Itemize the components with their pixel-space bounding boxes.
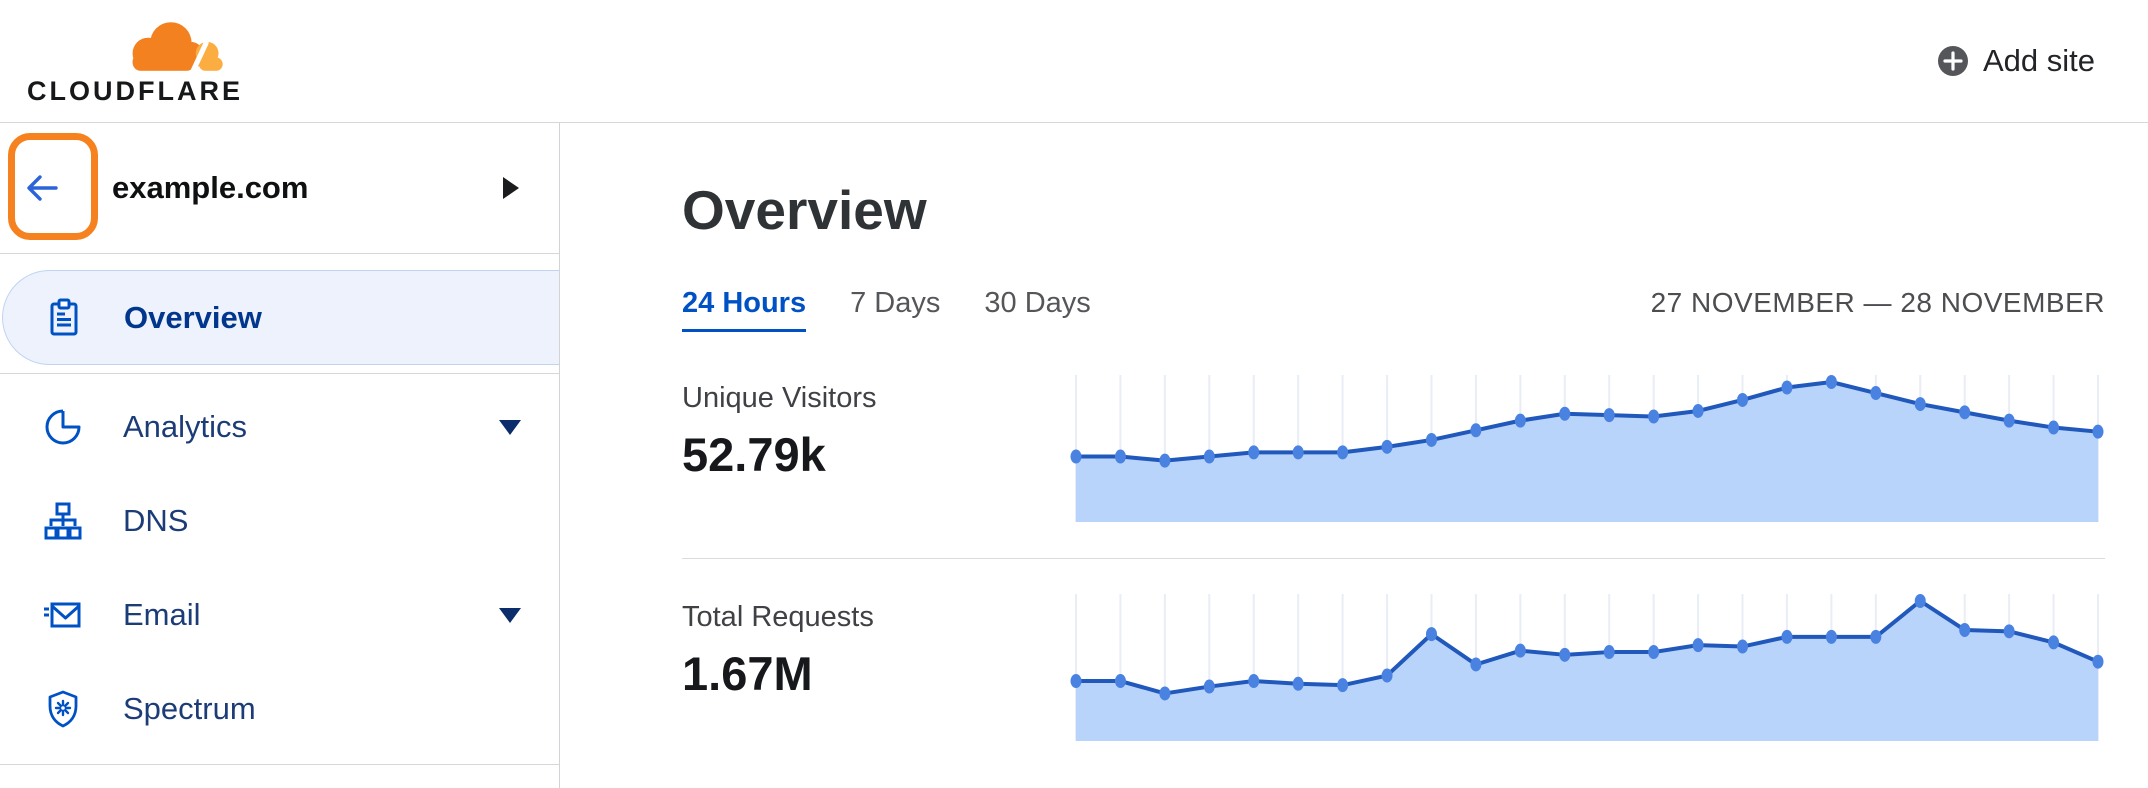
sidebar: example.com Overview Analytics bbox=[0, 123, 560, 788]
metric-value: 52.79k bbox=[682, 428, 826, 481]
sidebar-item-dns[interactable]: DNS bbox=[0, 474, 559, 568]
clipboard-icon bbox=[50, 298, 78, 335]
cloudflare-logo: CLOUDFLARE bbox=[27, 16, 243, 107]
metric-info: Unique Visitors 52.79k bbox=[682, 370, 1069, 522]
cloudflare-cloud-icon bbox=[117, 21, 231, 74]
metric-row-total-requests: Total Requests 1.67M bbox=[682, 589, 2105, 741]
add-site-label: Add site bbox=[1982, 43, 2095, 78]
sitemap-icon bbox=[44, 502, 82, 540]
chevron-down-icon[interactable] bbox=[499, 419, 521, 435]
pie-chart-icon bbox=[45, 409, 81, 445]
sidebar-item-label: Analytics bbox=[123, 409, 248, 444]
site-name: example.com bbox=[112, 170, 309, 205]
sidebar-item-email[interactable]: Email bbox=[0, 568, 559, 662]
date-range-label: 27 NOVEMBER — 28 NOVEMBER bbox=[1650, 287, 2105, 318]
sidebar-item-label: Email bbox=[123, 597, 201, 632]
nav-divider bbox=[0, 764, 559, 765]
unique-visitors-sparkline-chart[interactable] bbox=[1069, 370, 2105, 522]
metric-label: Unique Visitors bbox=[682, 382, 877, 414]
sidebar-item-overview[interactable]: Overview bbox=[2, 270, 559, 365]
tab-24-hours[interactable]: 24 Hours bbox=[682, 287, 807, 332]
sidebar-item-label: Overview bbox=[124, 299, 262, 335]
sidebar-nav: Overview Analytics DNS bbox=[0, 254, 559, 765]
chevron-right-icon[interactable] bbox=[503, 177, 519, 199]
sidebar-item-label: Spectrum bbox=[123, 691, 256, 726]
page-title: Overview bbox=[682, 179, 927, 241]
time-range-tabs: 24 Hours 7 Days 30 Days 27 NOVEMBER — 28… bbox=[682, 287, 2105, 332]
top-header: CLOUDFLARE Add site bbox=[0, 0, 2148, 123]
cloudflare-wordmark: CLOUDFLARE bbox=[27, 75, 243, 106]
envelope-icon bbox=[44, 602, 81, 628]
tab-30-days[interactable]: 30 Days bbox=[984, 287, 1091, 319]
metric-row-unique-visitors: Unique Visitors 52.79k bbox=[682, 370, 2105, 522]
sidebar-item-spectrum[interactable]: Spectrum bbox=[0, 662, 559, 756]
sidebar-item-label: DNS bbox=[123, 503, 189, 538]
chevron-down-icon[interactable] bbox=[499, 607, 521, 623]
total-requests-sparkline-chart[interactable] bbox=[1069, 589, 2105, 741]
metric-info: Total Requests 1.67M bbox=[682, 589, 1069, 741]
site-selector[interactable]: example.com bbox=[0, 123, 559, 254]
back-arrow-button[interactable] bbox=[20, 166, 64, 210]
metric-label: Total Requests bbox=[682, 601, 874, 633]
plus-circle-icon bbox=[1937, 46, 1968, 76]
main-content: Overview 24 Hours 7 Days 30 Days 27 NOVE… bbox=[560, 123, 2148, 788]
metric-value: 1.67M bbox=[682, 647, 813, 700]
add-site-button[interactable]: Add site bbox=[1937, 43, 2095, 79]
tab-7-days[interactable]: 7 Days bbox=[850, 287, 941, 319]
nav-divider bbox=[0, 373, 559, 374]
sidebar-item-analytics[interactable]: Analytics bbox=[0, 380, 559, 474]
arrow-left-icon bbox=[27, 175, 58, 201]
section-divider bbox=[682, 558, 2105, 559]
shield-icon bbox=[48, 690, 78, 728]
